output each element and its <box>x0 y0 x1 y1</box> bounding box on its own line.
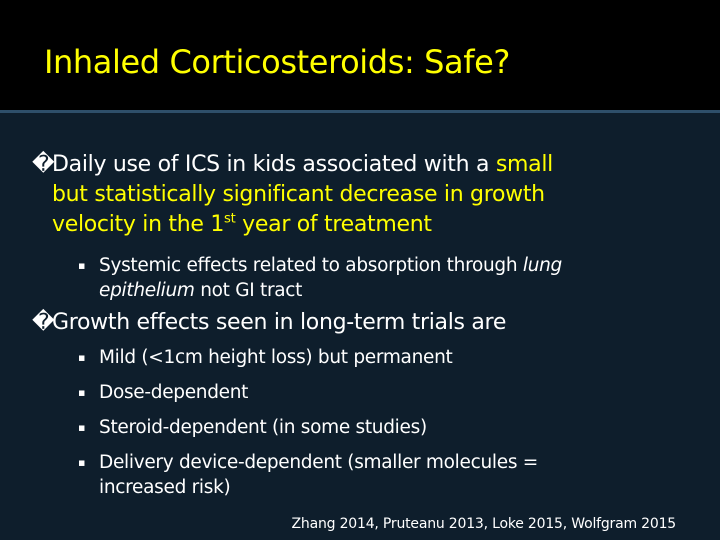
bullet-2-sub-4-line-2: increased risk) <box>99 477 231 498</box>
bullet-2-sub-2-text: Dose-dependent <box>99 382 249 403</box>
bullet-2-sub-3: ▪ Steroid-dependent (in some studies) <box>78 415 659 440</box>
bullet-2-sub-4-glyph: ▪ <box>78 456 86 469</box>
title-divider <box>0 110 720 113</box>
bullet-2-sub-1: ▪ Mild (<1cm height loss) but permanent <box>78 345 659 370</box>
bullet-1-prefix: Daily use of ICS in kids associated with… <box>52 152 496 177</box>
bullet-1-sub-text-b: not GI tract <box>194 280 303 301</box>
bullet-1-highlight-1: small <box>495 152 553 177</box>
bullet-1-highlight-3b: year of treatment <box>235 212 432 237</box>
bullet-1-sub-text-a: Systemic effects related to absorption t… <box>99 255 523 276</box>
bullet-2-sub-1-text: Mild (<1cm height loss) but permanent <box>99 347 453 368</box>
bullet-1-sub-glyph: ▪ <box>78 259 86 272</box>
citation: Zhang 2014, Pruteanu 2013, Loke 2015, Wo… <box>291 516 677 532</box>
bullet-1-superscript: st <box>224 211 236 227</box>
bullet-1-sub: ▪ Systemic effects related to absorption… <box>78 253 659 303</box>
slide-title: Inhaled Corticosteroids: Safe? <box>44 43 510 81</box>
bullet-1-sub-italic-2: epithelium <box>99 280 195 301</box>
title-bar: Inhaled Corticosteroids: Safe? <box>0 0 720 110</box>
bullet-2-sub-4: ▪ Delivery device-dependent (smaller mol… <box>78 450 659 500</box>
bullet-1-highlight-2: but statistically significant decrease i… <box>52 182 545 207</box>
bullet-2-sub-3-text: Steroid-dependent (in some studies) <box>99 417 427 438</box>
bullet-2-text: Growth effects seen in long-term trials … <box>52 310 507 335</box>
bullet-1: � Daily use of ICS in kids associated wi… <box>32 150 682 240</box>
bullet-2-sub-2-glyph: ▪ <box>78 386 86 399</box>
bullet-2-glyph: � <box>32 310 55 335</box>
slide-content <box>0 113 720 540</box>
bullet-1-sub-italic-1: lung <box>522 255 562 276</box>
bullet-2-sub-4-line-1: Delivery device-dependent (smaller molec… <box>99 452 538 473</box>
bullet-2-sub-1-glyph: ▪ <box>78 351 86 364</box>
bullet-1-glyph: � <box>32 152 55 177</box>
bullet-2-sub-3-glyph: ▪ <box>78 421 86 434</box>
bullet-2-sub-2: ▪ Dose-dependent <box>78 380 659 405</box>
bullet-2: � Growth effects seen in long-term trial… <box>32 308 682 338</box>
bullet-1-highlight-3a: velocity in the 1 <box>52 212 225 237</box>
